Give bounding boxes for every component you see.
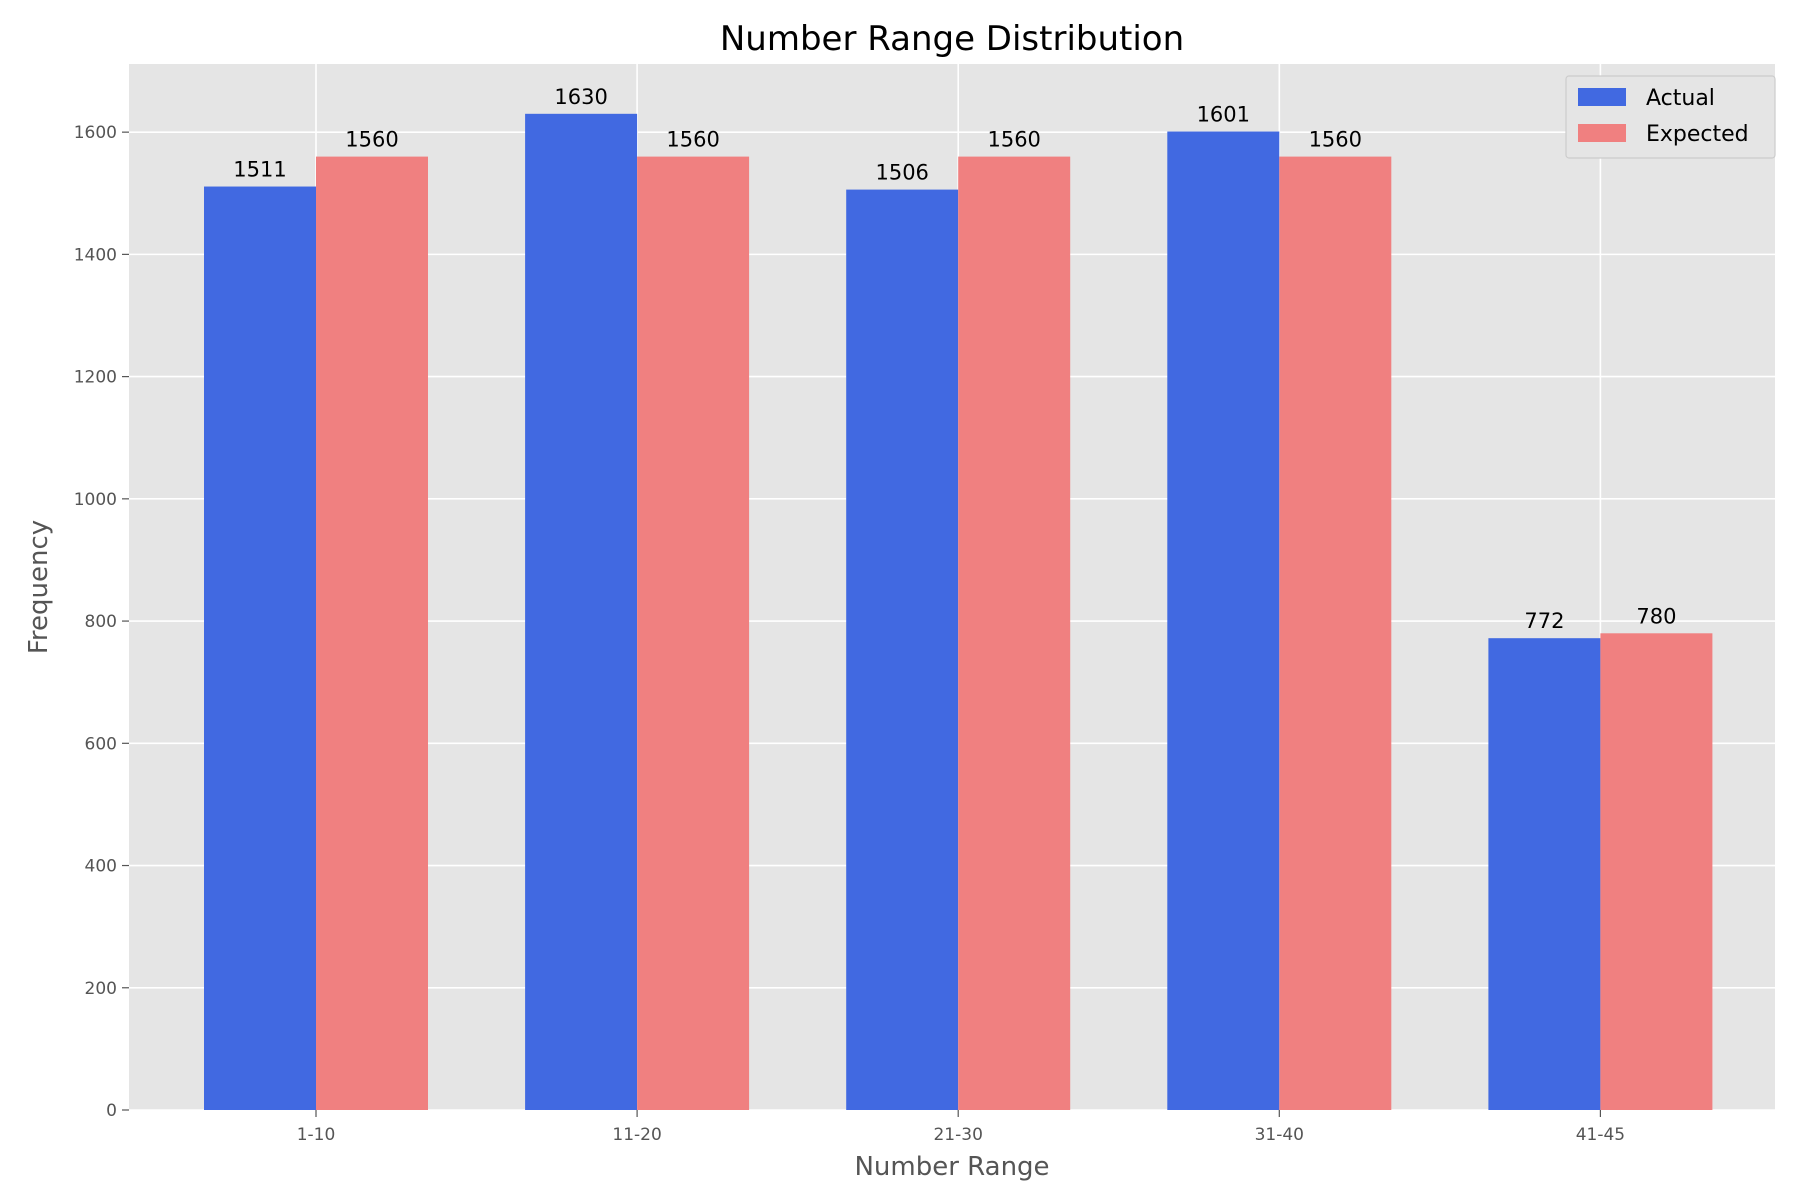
- y-tick-label: 400: [85, 857, 117, 877]
- y-tick-label: 800: [85, 612, 117, 632]
- data-label-expected: 1560: [666, 128, 719, 152]
- data-labels: 1511 1630 1506 1601 772 1560 1560 1560 1560 780: [233, 85, 1676, 633]
- y-tick-label: 200: [85, 979, 117, 999]
- y-tick-label: 1600: [74, 123, 117, 143]
- x-tick-label: 11-20: [612, 1125, 661, 1145]
- data-label-expected: 780: [1636, 604, 1676, 628]
- bar-actual-21-30: [846, 189, 959, 1111]
- bars: [204, 113, 1713, 1111]
- legend-swatch: [1578, 88, 1626, 106]
- bar-expected-21-30: [958, 156, 1071, 1111]
- bar-expected-31-40: [1279, 156, 1392, 1111]
- x-tick-label: 1-10: [297, 1125, 336, 1145]
- x-axis: 1-10 11-20 21-30 31-40 41-45: [297, 1110, 1625, 1145]
- x-tick-label: 31-40: [1255, 1125, 1304, 1145]
- data-label-expected: 1560: [1309, 128, 1362, 152]
- x-tick-label: 41-45: [1576, 1125, 1625, 1145]
- data-label-expected: 1560: [345, 128, 398, 152]
- bar-expected-41-45: [1600, 633, 1713, 1110]
- legend-label: Actual: [1646, 86, 1715, 111]
- legend-swatch: [1578, 124, 1626, 142]
- bar-expected-1-10: [316, 156, 428, 1111]
- y-tick-label: 600: [85, 734, 117, 754]
- bar-expected-11-20: [637, 156, 750, 1111]
- x-tick-label: 21-30: [933, 1125, 982, 1145]
- data-label-actual: 1630: [554, 85, 607, 109]
- legend: Actual Expected: [1565, 75, 1776, 159]
- bar-actual-31-40: [1167, 131, 1280, 1111]
- chart-title: Number Range Distribution: [720, 19, 1184, 59]
- data-label-actual: 1506: [875, 161, 928, 185]
- y-axis-label: Frequency: [24, 520, 54, 654]
- y-tick-label: 1000: [74, 490, 117, 510]
- bar-actual-1-10: [204, 186, 316, 1110]
- data-label-actual: 1511: [233, 158, 286, 182]
- y-tick-label: 1200: [74, 368, 117, 388]
- legend-label: Expected: [1646, 122, 1749, 147]
- bar-actual-41-45: [1488, 638, 1601, 1110]
- data-label-expected: 1560: [987, 128, 1040, 152]
- x-axis-label: Number Range: [854, 1152, 1049, 1182]
- y-axis: 0 200 400 600 800 1000 1200 1400 1600: [74, 123, 129, 1121]
- data-label-actual: 772: [1524, 609, 1564, 633]
- y-tick-label: 1400: [74, 245, 117, 265]
- data-label-actual: 1601: [1197, 103, 1250, 127]
- y-tick-label: 0: [106, 1101, 117, 1121]
- bar-actual-11-20: [525, 113, 638, 1111]
